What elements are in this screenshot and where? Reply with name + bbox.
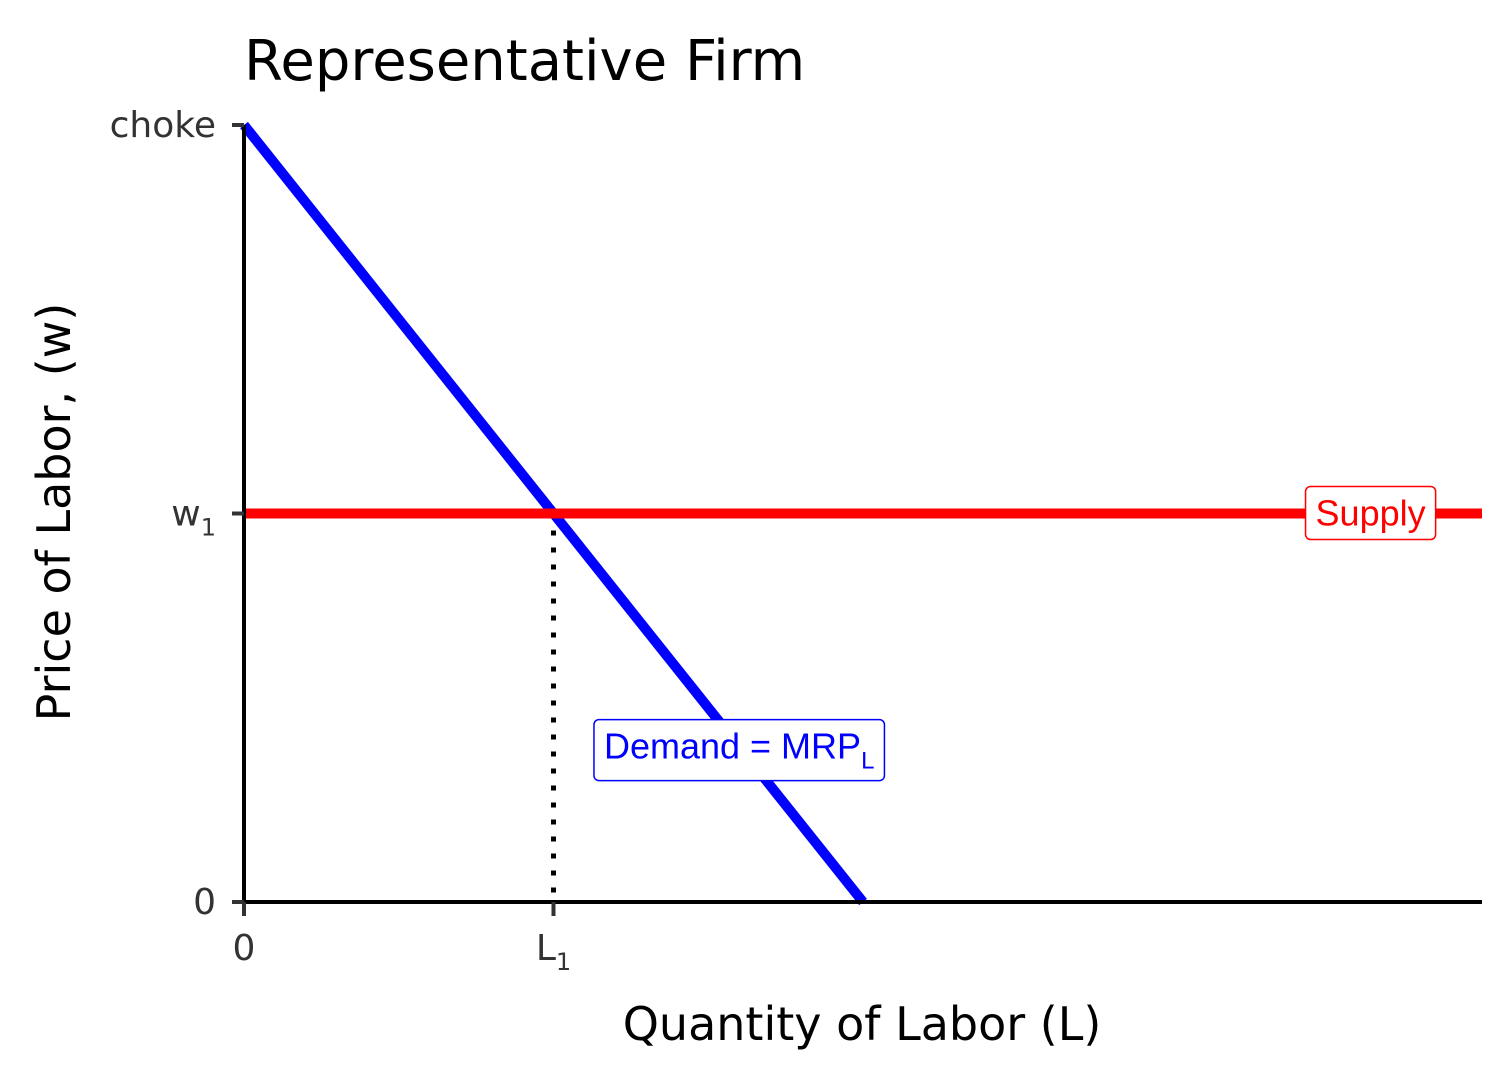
chart-title: Representative Firm xyxy=(244,29,805,94)
y-tick-label-0: 0 xyxy=(193,882,216,923)
demand-mrp-label: Demand = MRPL xyxy=(593,718,886,782)
demand-mrp-label-box xyxy=(593,718,886,782)
x-tick-label-l1: L1 xyxy=(536,928,571,976)
y-tick-label-choke: choke xyxy=(110,105,216,146)
demand-mrp-label-text: Demand = MRPL xyxy=(604,726,874,775)
axes: 0 w1 choke 0 L1 xyxy=(110,105,1482,976)
y-tick-label-w1: w1 xyxy=(171,494,216,542)
x-axis-title: Quantity of Labor (L) xyxy=(623,997,1102,1051)
x-tick-label-0: 0 xyxy=(233,928,256,969)
y-axis-title: Price of Labor, (w) xyxy=(27,303,81,722)
supply-label-text: Supply xyxy=(1316,493,1426,534)
supply-label-box xyxy=(1304,485,1437,541)
supply-label: Supply xyxy=(1304,485,1437,541)
plot-area: Supply Demand = MRPL xyxy=(240,121,1482,906)
